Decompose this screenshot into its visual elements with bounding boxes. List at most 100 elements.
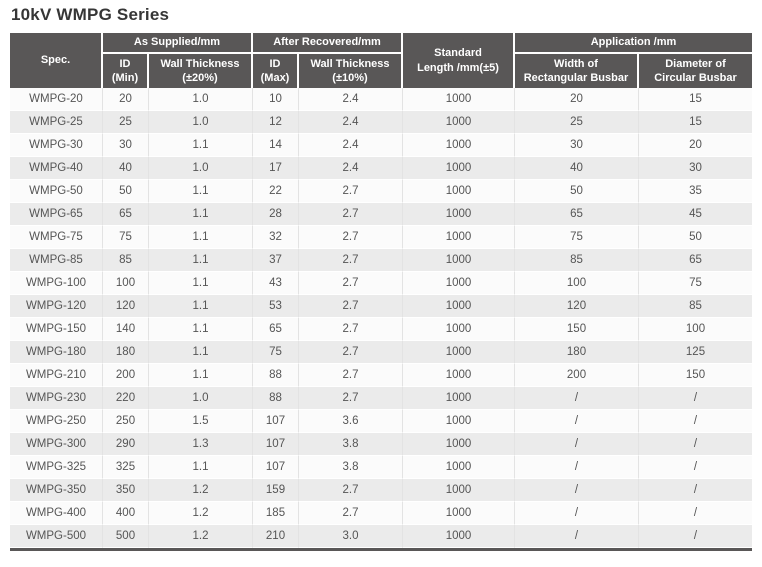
spec-cell: WMPG-75	[10, 226, 103, 249]
value-cell: 1.2	[149, 479, 253, 502]
value-cell: 100	[103, 272, 149, 295]
value-cell: 43	[253, 272, 299, 295]
value-cell: 1.0	[149, 111, 253, 134]
value-cell: 1000	[403, 341, 515, 364]
value-cell: 1000	[403, 364, 515, 387]
value-cell: 20	[103, 88, 149, 111]
value-cell: 1.1	[149, 226, 253, 249]
value-cell: 107	[253, 410, 299, 433]
value-cell: 100	[515, 272, 639, 295]
table-row: WMPG-20 20 1.0 10 2.4 1000 20 15	[10, 88, 752, 111]
value-cell: 2.7	[299, 180, 403, 203]
value-cell: 120	[103, 295, 149, 318]
value-cell: 28	[253, 203, 299, 226]
value-cell: 75	[103, 226, 149, 249]
spec-cell: WMPG-150	[10, 318, 103, 341]
value-cell: 500	[103, 525, 149, 548]
table-row: WMPG-350 350 1.2 159 2.7 1000//	[10, 479, 752, 502]
spec-cell: WMPG-100	[10, 272, 103, 295]
table-row: WMPG-500 500 1.2 210 3.0 1000//	[10, 525, 752, 548]
value-cell: 2.7	[299, 272, 403, 295]
value-cell: 180	[515, 341, 639, 364]
value-cell: 15	[639, 88, 752, 111]
value-cell: 14	[253, 134, 299, 157]
header-id-max: ID (Max)	[253, 54, 299, 88]
header-spec: Spec.	[10, 33, 103, 88]
value-cell: 150	[515, 318, 639, 341]
value-cell: 2.7	[299, 479, 403, 502]
value-cell: 1.2	[149, 525, 253, 548]
value-cell: 1000	[403, 410, 515, 433]
value-cell: 2.7	[299, 502, 403, 525]
value-cell: 3.8	[299, 433, 403, 456]
table-row: WMPG-120 120 1.1 53 2.7 1000 120 85	[10, 295, 752, 318]
page-title: 10kV WMPG Series	[11, 5, 170, 24]
value-cell: 1.1	[149, 364, 253, 387]
spec-cell: WMPG-180	[10, 341, 103, 364]
value-cell: 65	[639, 249, 752, 272]
value-cell: 15	[639, 111, 752, 134]
value-cell: 3.0	[299, 525, 403, 548]
value-cell: 2.4	[299, 157, 403, 180]
value-cell: /	[515, 387, 639, 410]
table-row: WMPG-180 180 1.1 75 2.7 1000 180 125	[10, 341, 752, 364]
value-cell: 37	[253, 249, 299, 272]
value-cell: 2.7	[299, 203, 403, 226]
value-cell: 3.6	[299, 410, 403, 433]
spec-cell: WMPG-50	[10, 180, 103, 203]
spec-cell: WMPG-325	[10, 456, 103, 479]
value-cell: /	[639, 456, 752, 479]
value-cell: 88	[253, 364, 299, 387]
value-cell: 180	[103, 341, 149, 364]
value-cell: 107	[253, 433, 299, 456]
value-cell: /	[639, 433, 752, 456]
spec-cell: WMPG-85	[10, 249, 103, 272]
value-cell: 1000	[403, 88, 515, 111]
value-cell: 2.7	[299, 341, 403, 364]
table-row: WMPG-250 250 1.5 107 3.6 1000//	[10, 410, 752, 433]
value-cell: 1.1	[149, 295, 253, 318]
value-cell: 35	[639, 180, 752, 203]
value-cell: 20	[515, 88, 639, 111]
header-as-supplied: As Supplied/mm	[103, 33, 253, 54]
table-row: WMPG-210 200 1.1 88 2.7 1000 200 150	[10, 364, 752, 387]
value-cell: /	[515, 525, 639, 548]
value-cell: 30	[103, 134, 149, 157]
table-row: WMPG-230 220 1.0 88 2.7 1000//	[10, 387, 752, 410]
value-cell: 1.0	[149, 387, 253, 410]
value-cell: 325	[103, 456, 149, 479]
value-cell: 1.1	[149, 341, 253, 364]
value-cell: 220	[103, 387, 149, 410]
value-cell: 1.5	[149, 410, 253, 433]
table-row: WMPG-75 75 1.1 32 2.7 1000 75 50	[10, 226, 752, 249]
value-cell: 12	[253, 111, 299, 134]
spec-cell: WMPG-120	[10, 295, 103, 318]
value-cell: 1000	[403, 295, 515, 318]
value-cell: 1.1	[149, 134, 253, 157]
value-cell: 85	[515, 249, 639, 272]
value-cell: 50	[103, 180, 149, 203]
table-row: WMPG-85 85 1.1 37 2.7 1000 85 65	[10, 249, 752, 272]
value-cell: 30	[515, 134, 639, 157]
value-cell: 25	[515, 111, 639, 134]
value-cell: /	[515, 456, 639, 479]
header-id-min: ID (Min)	[103, 54, 149, 88]
value-cell: 2.4	[299, 134, 403, 157]
value-cell: /	[639, 525, 752, 548]
value-cell: 1000	[403, 318, 515, 341]
value-cell: 20	[639, 134, 752, 157]
value-cell: 1000	[403, 433, 515, 456]
value-cell: 1.0	[149, 157, 253, 180]
value-cell: 1000	[403, 456, 515, 479]
value-cell: 1.1	[149, 456, 253, 479]
value-cell: 1.1	[149, 249, 253, 272]
value-cell: 1000	[403, 157, 515, 180]
value-cell: 88	[253, 387, 299, 410]
spec-cell: WMPG-500	[10, 525, 103, 548]
value-cell: 400	[103, 502, 149, 525]
value-cell: 2.7	[299, 226, 403, 249]
value-cell: 85	[639, 295, 752, 318]
value-cell: 22	[253, 180, 299, 203]
value-cell: 3.8	[299, 456, 403, 479]
